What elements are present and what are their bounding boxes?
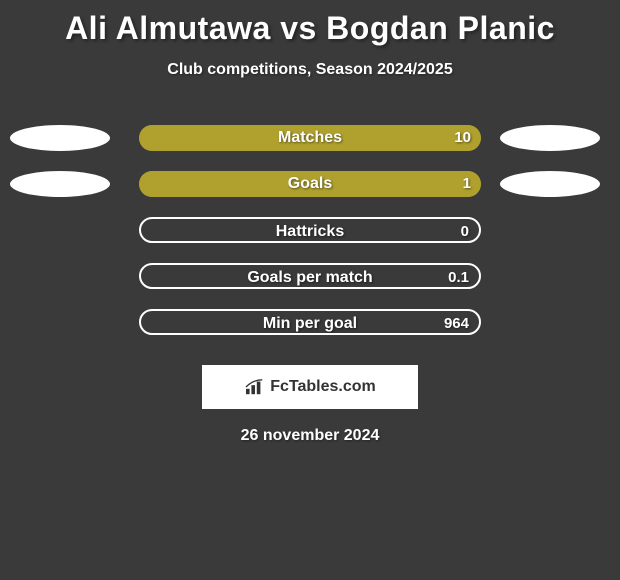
bar-label: Goals per match <box>141 265 479 289</box>
bar-chart-icon <box>244 378 266 396</box>
bar-value: 0.1 <box>448 265 469 289</box>
bar-track: Matches 10 <box>139 125 481 151</box>
footer-date: 26 november 2024 <box>0 427 620 445</box>
bar-value: 10 <box>454 125 471 151</box>
stat-row: Hattricks 0 <box>0 207 620 253</box>
bar-label: Goals <box>139 171 481 197</box>
ellipse-left <box>10 171 110 197</box>
bar-value: 964 <box>444 311 469 335</box>
bar-track: Goals per match 0.1 <box>139 263 481 289</box>
ellipse-left <box>10 125 110 151</box>
bar-label: Min per goal <box>141 311 479 335</box>
bar-track: Goals 1 <box>139 171 481 197</box>
stat-row: Goals per match 0.1 <box>0 253 620 299</box>
bar-value: 0 <box>461 219 469 243</box>
bar-track: Min per goal 964 <box>139 309 481 335</box>
bar-label: Hattricks <box>141 219 479 243</box>
stat-row: Goals 1 <box>0 161 620 207</box>
logo-text: FcTables.com <box>270 378 376 396</box>
ellipse-right <box>500 125 600 151</box>
logo-content: FcTables.com <box>244 378 376 396</box>
bar-label: Matches <box>139 125 481 151</box>
stat-row: Matches 10 <box>0 115 620 161</box>
stat-row: Min per goal 964 <box>0 299 620 345</box>
page-title: Ali Almutawa vs Bogdan Planic <box>0 0 620 47</box>
bar-track: Hattricks 0 <box>139 217 481 243</box>
ellipse-right <box>500 171 600 197</box>
logo-box: FcTables.com <box>202 365 418 409</box>
bar-value: 1 <box>463 171 471 197</box>
chart-area: Matches 10 Goals 1 Hattricks 0 Goals per… <box>0 115 620 345</box>
page-subtitle: Club competitions, Season 2024/2025 <box>0 61 620 79</box>
